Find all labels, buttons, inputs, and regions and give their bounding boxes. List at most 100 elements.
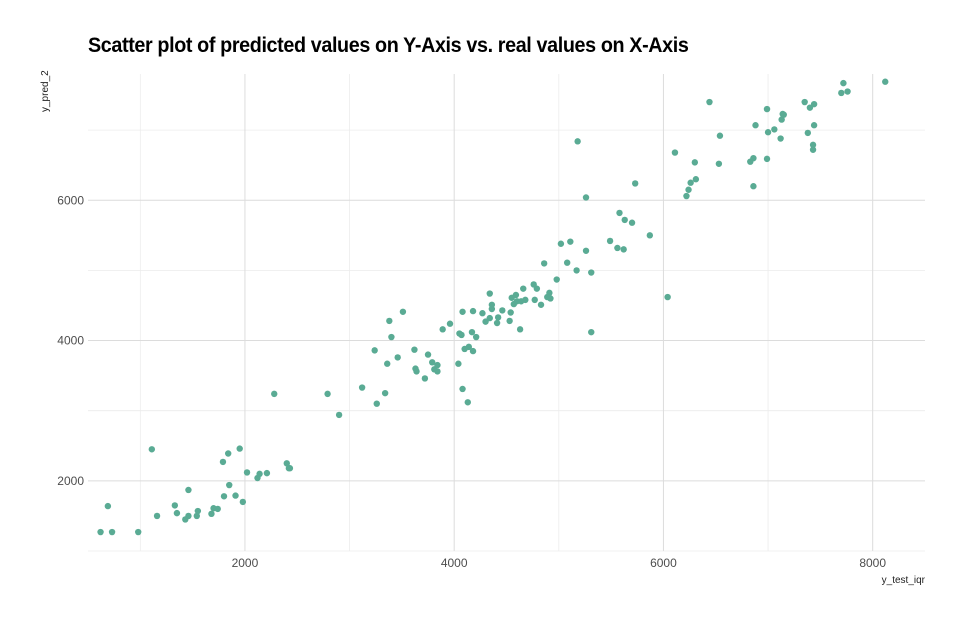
- data-point: [335, 411, 343, 419]
- data-point: [685, 186, 692, 193]
- data-point: [283, 460, 290, 467]
- data-point: [763, 155, 771, 163]
- data-point: [804, 129, 812, 137]
- data-point: [806, 104, 814, 111]
- data-point: [715, 160, 723, 167]
- data-point: [411, 346, 418, 353]
- data-point: [434, 368, 441, 375]
- data-point: [220, 493, 228, 500]
- data-point: [763, 105, 771, 113]
- data-point: [386, 317, 393, 325]
- data-point: [413, 368, 420, 375]
- data-point: [465, 343, 473, 351]
- data-point: [219, 458, 227, 466]
- data-point: [533, 285, 541, 292]
- data-point: [439, 326, 446, 333]
- data-point: [537, 301, 545, 308]
- data-point: [239, 498, 247, 506]
- data-point: [646, 232, 654, 239]
- data-point: [373, 400, 380, 407]
- data-point: [809, 141, 817, 149]
- data-point: [582, 194, 590, 201]
- data-point: [588, 269, 595, 276]
- data-point: [540, 260, 548, 267]
- data-point: [388, 333, 395, 341]
- data-point: [567, 238, 574, 245]
- data-point: [573, 267, 580, 274]
- data-point: [546, 289, 553, 297]
- data-point: [458, 331, 465, 339]
- data-point: [469, 347, 477, 355]
- y-tick-label: 6000: [57, 193, 84, 207]
- data-point: [809, 146, 817, 153]
- data-point: [286, 465, 294, 472]
- data-point: [582, 247, 590, 254]
- data-point: [256, 470, 263, 478]
- data-point: [844, 88, 851, 95]
- data-point: [394, 354, 401, 361]
- x-tick-label: 6000: [650, 556, 677, 570]
- data-point: [606, 237, 614, 245]
- data-point: [148, 446, 156, 453]
- data-point: [840, 79, 847, 87]
- data-point: [236, 445, 243, 452]
- data-point: [459, 385, 466, 393]
- data-point: [522, 296, 529, 304]
- data-point: [173, 509, 181, 517]
- data-point: [557, 240, 565, 247]
- data-point: [464, 399, 471, 406]
- data-point: [499, 307, 506, 314]
- data-point: [421, 375, 429, 382]
- data-point: [358, 384, 366, 391]
- data-point: [472, 333, 480, 341]
- data-point: [482, 318, 489, 325]
- data-point: [381, 389, 389, 397]
- data-point: [224, 450, 232, 457]
- data-point: [683, 192, 690, 200]
- data-point: [135, 528, 142, 536]
- data-point: [750, 154, 757, 162]
- data-point: [574, 138, 581, 145]
- data-point: [692, 176, 700, 183]
- data-point: [563, 259, 571, 266]
- data-point: [185, 486, 192, 494]
- data-point: [185, 512, 192, 520]
- data-point: [621, 216, 628, 224]
- data-point: [616, 209, 623, 217]
- data-point: [553, 276, 560, 283]
- data-point: [531, 296, 538, 304]
- data-point: [193, 512, 201, 520]
- data-point: [104, 502, 112, 510]
- x-tick-label: 8000: [859, 556, 886, 570]
- data-point: [243, 469, 251, 476]
- data-point: [488, 301, 496, 308]
- data-point: [614, 244, 621, 252]
- data-point: [469, 307, 477, 315]
- x-tick-label: 2000: [232, 556, 259, 570]
- data-point: [628, 219, 636, 226]
- data-point: [97, 528, 104, 536]
- data-point: [516, 326, 524, 333]
- data-point: [194, 507, 202, 515]
- data-points: [97, 78, 889, 536]
- data-point: [631, 180, 639, 187]
- data-point: [494, 314, 502, 321]
- data-point: [214, 505, 221, 513]
- data-point: [232, 492, 239, 499]
- data-point: [468, 328, 476, 336]
- data-point: [226, 481, 233, 489]
- data-point: [208, 510, 215, 518]
- data-point: [108, 528, 116, 536]
- data-point: [171, 502, 179, 509]
- grid-lines: [88, 74, 925, 552]
- data-point: [434, 361, 441, 369]
- data-point: [446, 320, 454, 327]
- data-point: [752, 122, 759, 129]
- data-point: [547, 295, 554, 302]
- data-point: [271, 390, 278, 398]
- data-point: [153, 512, 161, 520]
- data-point: [620, 246, 627, 253]
- data-point: [455, 360, 462, 367]
- data-point: [371, 347, 378, 354]
